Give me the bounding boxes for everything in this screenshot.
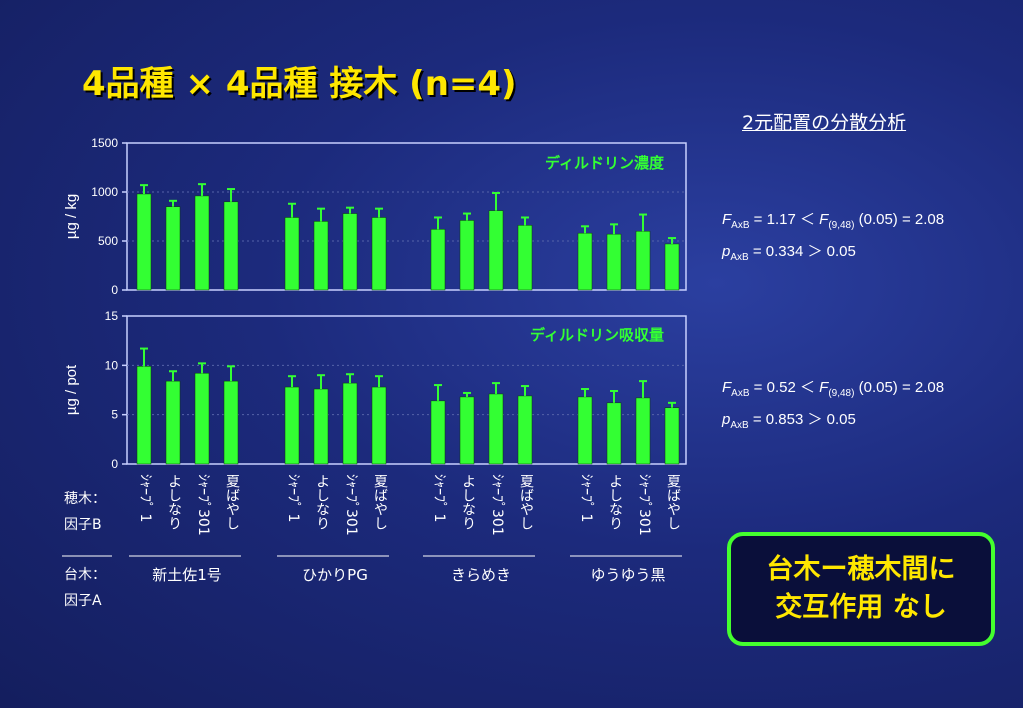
bar-1-2-0 xyxy=(430,400,446,465)
plot-frame-0 xyxy=(126,142,687,291)
bar-0-1-2 xyxy=(342,213,358,291)
y-tick-label-1-2: 10 xyxy=(105,358,119,372)
category-label-1-2: ｼｬｰﾌﾟ301 xyxy=(343,474,359,536)
category-label-1-3: 夏ばやし xyxy=(372,474,388,530)
bar-0-1-1 xyxy=(313,221,329,291)
chart-subtitle-0: ディルドリン濃度 xyxy=(545,154,665,172)
bar-1-3-3 xyxy=(664,407,680,465)
bar-1-0-2 xyxy=(194,372,210,465)
category-label-2-0: ｼｬｰﾌﾟ 1 xyxy=(431,474,447,522)
category-label-1-1: よしなり xyxy=(314,474,330,530)
bar-1-3-2 xyxy=(635,397,651,465)
category-label-0-3: 夏ばやし xyxy=(224,474,240,530)
bar-0-3-3 xyxy=(664,243,680,291)
bar-1-2-3 xyxy=(517,395,533,465)
bar-0-0-2 xyxy=(194,195,210,291)
rootstock-group-3: ゆうゆう黒 xyxy=(590,566,666,584)
bar-0-3-1 xyxy=(606,233,622,291)
bar-1-3-0 xyxy=(577,396,593,465)
rootstock-group-1: ひかりPG xyxy=(302,566,368,584)
conclusion-box: 台木ー穂木間に 交互作用 なし xyxy=(727,532,995,646)
bar-0-0-1 xyxy=(165,206,181,291)
bar-1-3-1 xyxy=(606,402,622,465)
y-tick-label-0-0: 0 xyxy=(111,283,118,297)
y-axis-label-1: µg / pot xyxy=(63,364,80,415)
stat-concentration-p: pAxB = 0.334 ＞ 0.05 xyxy=(722,243,856,263)
category-label-1-0: ｼｬｰﾌﾟ 1 xyxy=(285,474,301,522)
bar-1-0-1 xyxy=(165,380,181,465)
rootstock-group-2: きらめき xyxy=(450,566,511,584)
conclusion-line-2: 交互作用 なし xyxy=(775,592,947,623)
bar-0-1-0 xyxy=(284,217,300,291)
y-tick-label-1-3: 15 xyxy=(105,309,119,323)
scion-label: 穂木： xyxy=(64,491,106,507)
category-label-2-3: 夏ばやし xyxy=(518,474,534,530)
y-tick-label-0-2: 1000 xyxy=(91,185,118,199)
stat-concentration-f: FAxB = 1.17 ＜ F(9,48) (0.05) = 2.08 xyxy=(722,211,945,231)
bar-0-0-3 xyxy=(223,201,239,291)
category-label-3-3: 夏ばやし xyxy=(665,474,681,530)
bar-0-2-0 xyxy=(430,228,446,291)
category-label-0-2: ｼｬｰﾌﾟ301 xyxy=(195,474,211,536)
bar-1-1-3 xyxy=(371,386,387,465)
slide-title: 4品種 × 4品種 接木 (n=4) xyxy=(82,64,517,104)
stat-absorption-f: FAxB = 0.52 ＜ F(9,48) (0.05) = 2.08 xyxy=(722,379,945,399)
category-label-0-1: よしなり xyxy=(166,474,182,530)
y-tick-label-0-1: 500 xyxy=(98,234,118,248)
bar-0-3-0 xyxy=(577,232,593,291)
stat-absorption-p: pAxB = 0.853 ＞ 0.05 xyxy=(722,411,856,431)
bar-1-2-1 xyxy=(459,396,475,465)
category-label-3-2: ｼｬｰﾌﾟ301 xyxy=(636,474,652,536)
category-label-2-2: ｼｬｰﾌﾟ301 xyxy=(489,474,505,536)
chart-subtitle-1: ディルドリン吸収量 xyxy=(530,326,664,344)
category-label-2-1: よしなり xyxy=(460,474,476,530)
bar-1-1-2 xyxy=(342,382,358,465)
bar-1-2-2 xyxy=(488,393,504,465)
bar-1-0-0 xyxy=(136,366,152,465)
bar-1-0-3 xyxy=(223,380,239,465)
y-axis-label-0: µg / kg xyxy=(63,194,80,239)
bar-0-2-2 xyxy=(488,210,504,291)
y-tick-label-1-1: 5 xyxy=(111,408,118,422)
category-label-0-0: ｼｬｰﾌﾟ 1 xyxy=(137,474,153,522)
factor-b-label: 因子B xyxy=(64,517,102,533)
rootstock-group-0: 新土佐1号 xyxy=(152,566,222,584)
y-tick-label-0-3: 1500 xyxy=(91,136,118,150)
factor-a-label: 因子A xyxy=(64,593,102,609)
bar-0-2-3 xyxy=(517,225,533,291)
bar-0-0-0 xyxy=(136,193,152,291)
bar-1-1-0 xyxy=(284,386,300,465)
rootstock-label: 台木： xyxy=(64,567,106,583)
category-label-3-0: ｼｬｰﾌﾟ 1 xyxy=(578,474,594,522)
y-tick-label-1-0: 0 xyxy=(111,457,118,471)
anova-title: 2元配置の分散分析 xyxy=(742,112,907,134)
conclusion-line-1: 台木ー穂木間に xyxy=(766,554,956,585)
bar-0-1-3 xyxy=(371,217,387,291)
category-label-3-1: よしなり xyxy=(607,474,623,530)
bar-1-1-1 xyxy=(313,388,329,465)
bar-0-2-1 xyxy=(459,220,475,291)
plot-frame-1 xyxy=(126,315,687,465)
bar-0-3-2 xyxy=(635,230,651,291)
